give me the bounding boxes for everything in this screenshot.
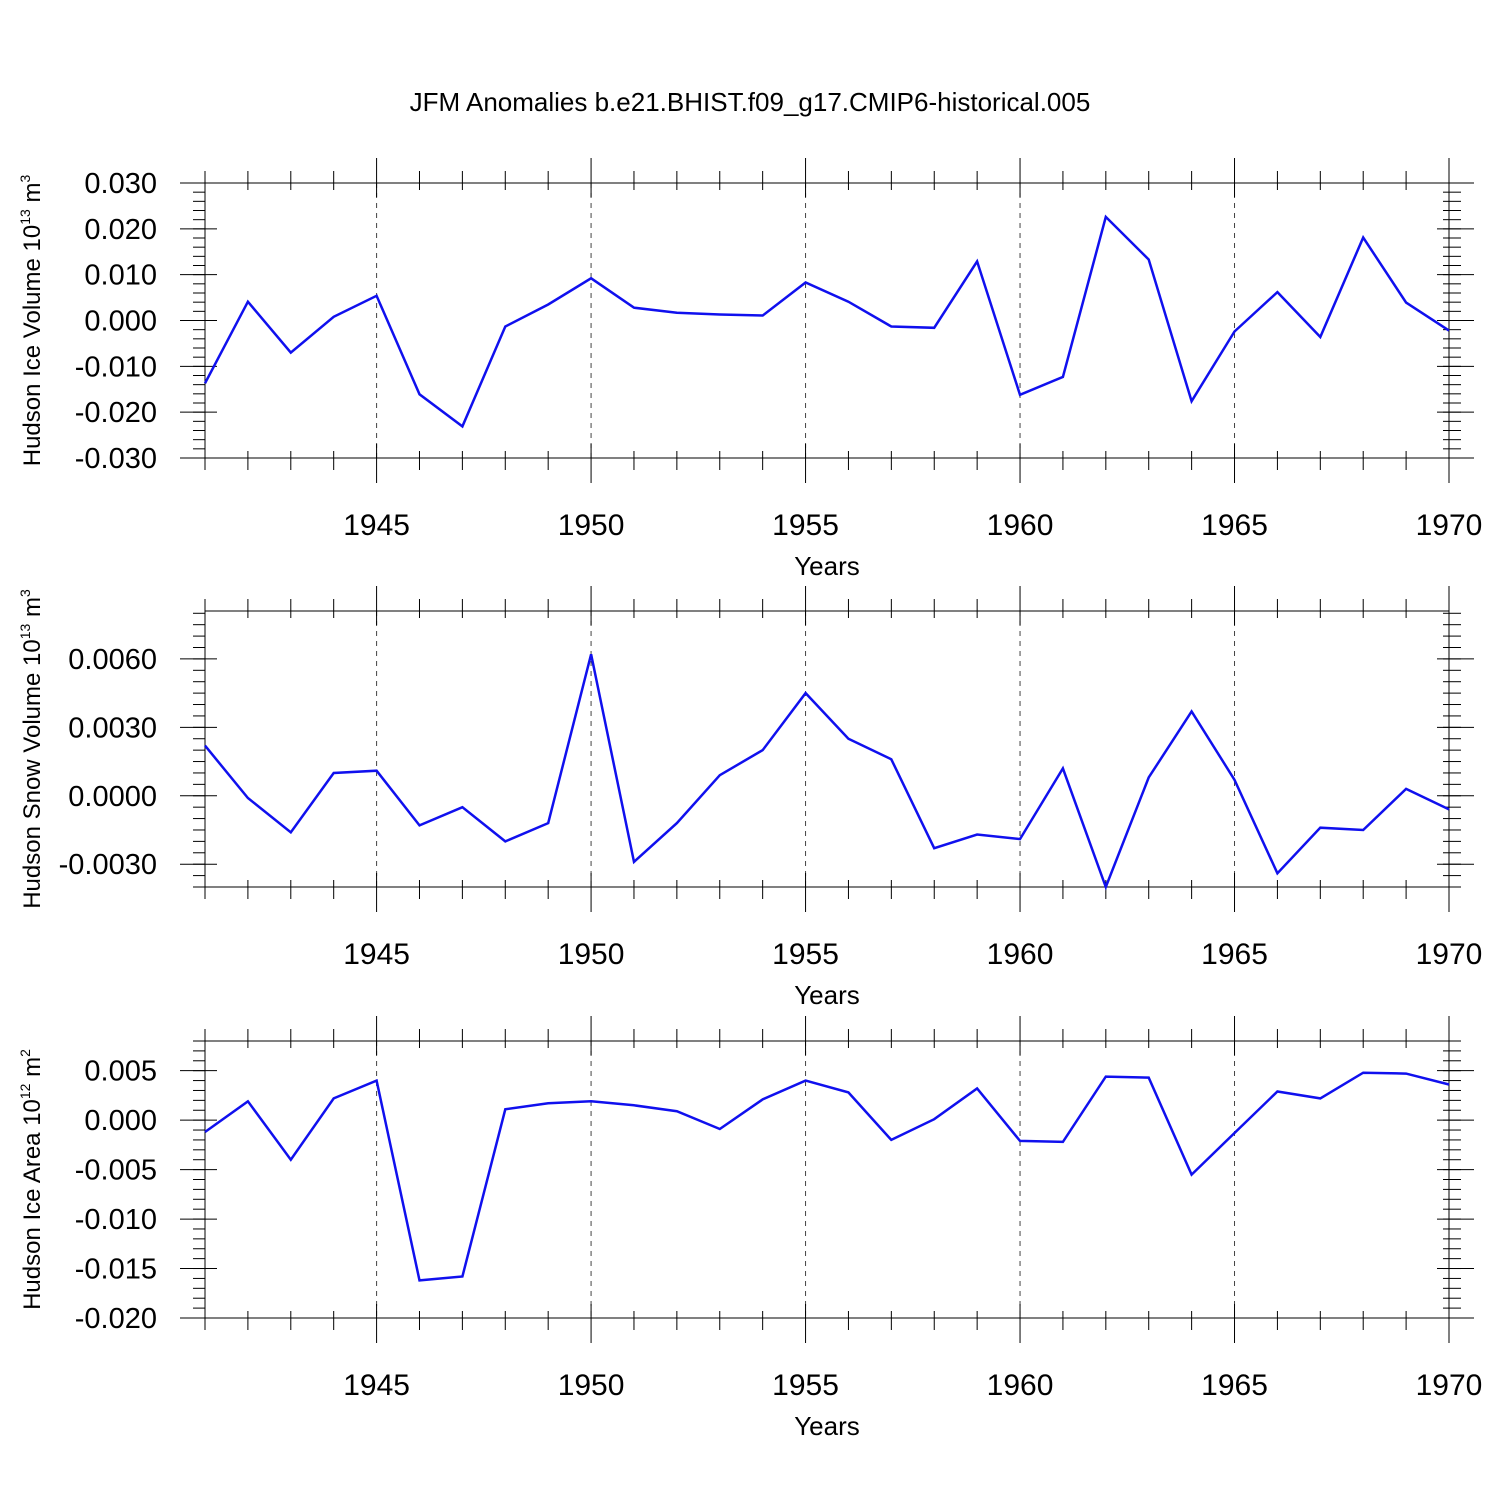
x-tick-label: 1965 [1201, 509, 1268, 542]
x-tick-label: 1955 [772, 938, 839, 971]
y-axis-label: Hudson Snow Volume 1013 m3 [17, 589, 46, 909]
x-tick-label: 1955 [772, 509, 839, 542]
y-tick-label: -0.005 [75, 1155, 157, 1187]
y-tick-label: 0.000 [84, 306, 157, 338]
y-tick-label: -0.010 [75, 351, 157, 383]
y-tick-label: 0.020 [84, 214, 157, 246]
y-axis-label-unit-exponent: 2 [17, 1049, 33, 1057]
y-tick-label: -0.010 [75, 1204, 157, 1236]
chart-panels: -0.030 -0.020 -0.010 0.000 0.010 0.020 0.030 19… [17, 158, 1482, 1441]
x-tick-label: 1955 [772, 1369, 839, 1402]
y-axis-label: Hudson Ice Area 1012 m2 [17, 1049, 46, 1310]
y-tick-label: 0.010 [84, 260, 157, 292]
series-line [204, 1071, 1450, 1282]
y-tick-label: -0.020 [75, 1303, 157, 1335]
y-tick-label: 0.030 [84, 168, 157, 200]
x-axis-label: Years [794, 1411, 860, 1441]
y-axis-label-unit-exponent: 3 [17, 175, 33, 183]
y-axis-label-text: Hudson Ice Area 10 [19, 1099, 46, 1310]
x-tick-label: 1965 [1201, 1369, 1268, 1402]
x-tick-label: 1970 [1416, 509, 1483, 542]
x-tick-label: 1945 [343, 1369, 410, 1402]
y-tick-label: 0.005 [84, 1056, 157, 1088]
y-tick-label: -0.030 [75, 443, 157, 475]
y-tick-label: -0.020 [75, 397, 157, 429]
y-tick-label: -0.015 [75, 1254, 157, 1286]
plot-frame [204, 1040, 1450, 1319]
y-axis-label-unit-exponent: 3 [17, 589, 33, 597]
x-tick-label: 1960 [987, 938, 1054, 971]
series-line [203, 214, 1450, 429]
panel-1: -0.030 -0.020 -0.010 0.000 0.010 0.020 0.030 19… [17, 158, 1482, 581]
y-axis-label-exponent: 12 [17, 1083, 33, 1099]
y-axis-label-unit: m [19, 1057, 46, 1084]
y-axis-label-text: Hudson Snow Volume 10 [19, 639, 46, 909]
x-axis-label: Years [794, 551, 860, 581]
y-axis-label-unit: m [19, 597, 46, 624]
x-tick-label: 1950 [558, 509, 625, 542]
x-tick-label: 1960 [987, 509, 1054, 542]
y-axis-label: Hudson Ice Volume 1013 m3 [17, 175, 46, 467]
y-tick-label: 0.0030 [68, 712, 157, 744]
panel-3: -0.020 -0.015 -0.010 -0.005 0.000 0.005 1945 19… [17, 1016, 1482, 1441]
series-line [204, 653, 1450, 891]
chart-title: JFM Anomalies b.e21.BHIST.f09_g17.CMIP6-… [410, 87, 1091, 117]
x-tick-label: 1965 [1201, 938, 1268, 971]
panel-2: -0.0030 0.0000 0.0030 0.0060 1945 1950 1955 196… [17, 586, 1482, 1010]
x-tick-label: 1945 [343, 938, 410, 971]
y-tick-label: 0.0060 [68, 644, 157, 676]
x-tick-label: 1970 [1416, 938, 1483, 971]
y-axis-label-exponent: 13 [17, 209, 33, 225]
y-axis-label-unit: m [19, 183, 46, 210]
x-tick-label: 1950 [558, 938, 625, 971]
y-tick-label: 0.0000 [68, 781, 157, 813]
x-tick-label: 1960 [987, 1369, 1054, 1402]
plot-frame [204, 610, 1450, 888]
x-tick-label: 1950 [558, 1369, 625, 1402]
y-tick-label: -0.0030 [59, 849, 157, 881]
y-axis-label-text: Hudson Ice Volume 10 [19, 225, 46, 467]
plot-frame [204, 182, 1450, 459]
x-axis-label: Years [794, 980, 860, 1010]
y-axis-label-exponent: 13 [17, 623, 33, 639]
x-tick-label: 1970 [1416, 1369, 1483, 1402]
x-tick-label: 1945 [343, 509, 410, 542]
y-tick-label: 0.000 [84, 1105, 157, 1137]
